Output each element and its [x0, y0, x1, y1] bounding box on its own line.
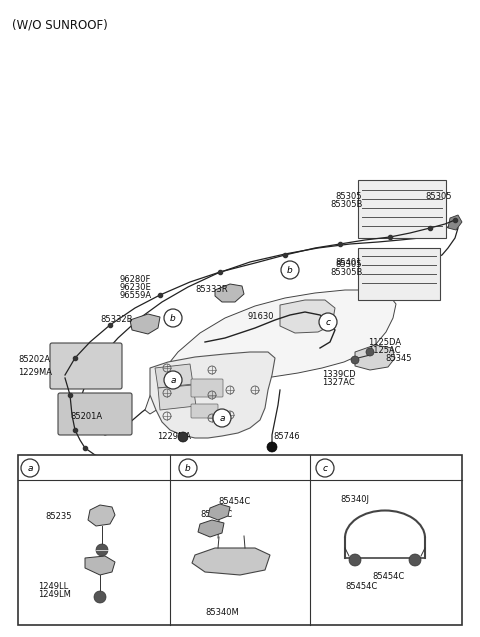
Text: 85454C: 85454C	[372, 572, 404, 581]
Text: 85340M: 85340M	[205, 608, 239, 617]
Polygon shape	[150, 352, 275, 438]
Text: 85340J: 85340J	[340, 495, 369, 504]
Text: 96559A: 96559A	[120, 291, 152, 300]
Text: c: c	[323, 464, 327, 473]
Text: 85401: 85401	[335, 258, 361, 267]
Text: 96230E: 96230E	[120, 283, 152, 292]
Text: 85305: 85305	[425, 192, 452, 201]
Text: 1249LL: 1249LL	[38, 582, 68, 591]
Polygon shape	[355, 345, 395, 370]
Text: 85333R: 85333R	[195, 285, 228, 294]
Text: c: c	[325, 317, 331, 327]
Text: b: b	[185, 464, 191, 473]
Text: 85305B: 85305B	[330, 268, 362, 277]
Text: 1229MA: 1229MA	[18, 368, 52, 377]
Polygon shape	[158, 385, 196, 410]
Polygon shape	[448, 215, 462, 230]
Text: 85746: 85746	[273, 432, 300, 441]
FancyBboxPatch shape	[50, 343, 122, 389]
Circle shape	[164, 371, 182, 389]
Polygon shape	[192, 548, 270, 575]
Text: b: b	[287, 266, 293, 275]
Polygon shape	[155, 364, 193, 388]
Text: 85202A: 85202A	[18, 355, 50, 364]
Text: 85454C: 85454C	[345, 582, 377, 591]
Text: 96280F: 96280F	[120, 275, 151, 284]
Text: a: a	[219, 413, 225, 422]
Circle shape	[366, 348, 374, 356]
Bar	[358, 248, 440, 300]
Text: 85332B: 85332B	[100, 315, 132, 324]
FancyBboxPatch shape	[191, 404, 218, 418]
Circle shape	[96, 544, 108, 556]
Text: 85201A: 85201A	[70, 412, 102, 421]
FancyBboxPatch shape	[191, 379, 223, 397]
Text: (W/O SUNROOF): (W/O SUNROOF)	[12, 18, 108, 31]
Polygon shape	[215, 284, 244, 302]
Polygon shape	[85, 556, 115, 575]
Text: 85235: 85235	[45, 512, 72, 521]
Text: 85305: 85305	[335, 192, 361, 201]
Circle shape	[316, 459, 334, 477]
Text: 85345: 85345	[385, 354, 411, 363]
Text: 1125DA: 1125DA	[368, 338, 401, 347]
Polygon shape	[280, 300, 335, 333]
Circle shape	[319, 313, 337, 331]
Text: 85454C: 85454C	[218, 497, 250, 506]
Bar	[358, 180, 446, 238]
Text: 1229MA: 1229MA	[157, 432, 191, 441]
Polygon shape	[145, 290, 396, 414]
Circle shape	[267, 442, 277, 452]
Text: b: b	[170, 313, 176, 322]
Circle shape	[281, 261, 299, 279]
Text: 1249LM: 1249LM	[38, 590, 71, 599]
Text: 1339CD: 1339CD	[322, 370, 356, 379]
Circle shape	[21, 459, 39, 477]
Circle shape	[164, 309, 182, 327]
Circle shape	[94, 591, 106, 603]
Polygon shape	[88, 505, 115, 526]
Text: 85454C: 85454C	[200, 510, 232, 519]
Polygon shape	[208, 504, 230, 520]
Text: a: a	[27, 464, 33, 473]
Text: 1125AC: 1125AC	[368, 346, 400, 355]
Circle shape	[351, 356, 359, 364]
Text: 85305B: 85305B	[330, 200, 362, 209]
Polygon shape	[130, 314, 160, 334]
Text: 91630: 91630	[248, 312, 275, 321]
Text: a: a	[170, 375, 176, 385]
Text: 1327AC: 1327AC	[322, 378, 355, 387]
Circle shape	[349, 554, 361, 566]
Circle shape	[179, 459, 197, 477]
Bar	[18, 455, 462, 625]
Text: 85305: 85305	[335, 260, 361, 269]
Polygon shape	[198, 520, 224, 537]
FancyBboxPatch shape	[58, 393, 132, 435]
Circle shape	[409, 554, 421, 566]
Circle shape	[178, 432, 188, 442]
Circle shape	[213, 409, 231, 427]
